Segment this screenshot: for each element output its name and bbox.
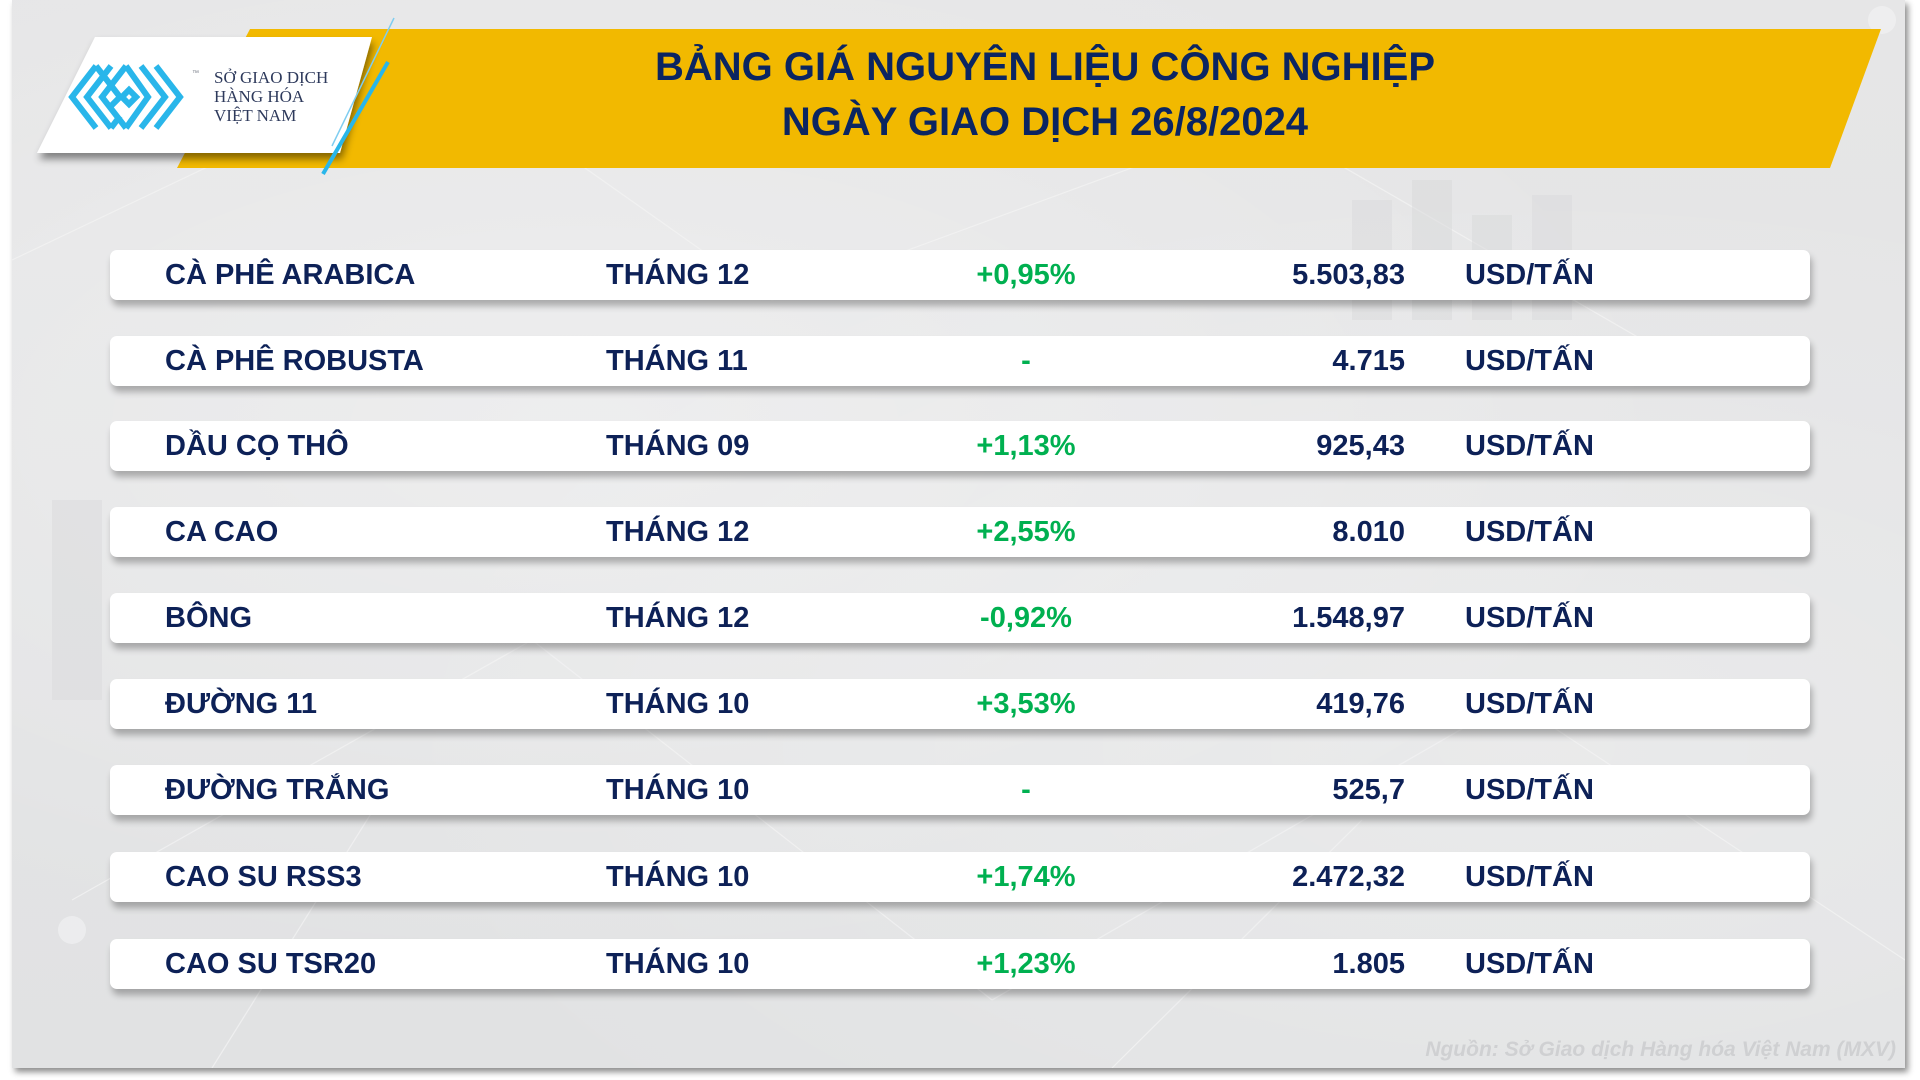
commodity-name: CAO SU TSR20 [165,948,377,980]
logo-line-1: SỞ GIAO DỊCH [214,68,329,87]
price-change: +3,53% [976,688,1076,720]
table-row: CAO SU TSR20 THÁNG 10 +1,23% 1.805 USD/T… [110,939,1810,989]
price-value: 4.715 [1332,345,1405,377]
price-value: 1.805 [1332,948,1405,980]
title-line-1: BẢNG GIÁ NGUYÊN LIỆU CÔNG NGHIỆP [654,45,1436,89]
commodity-name: ĐƯỜNG 11 [165,688,317,720]
price-unit: USD/TẤN [1465,861,1594,893]
table-row: CAO SU RSS3 THÁNG 10 +1,74% 2.472,32 USD… [110,852,1810,902]
contract-month: THÁNG 10 [606,774,750,806]
logo-line-2: HÀNG HÓA [214,87,305,106]
price-value: 525,7 [1332,774,1405,806]
contract-month: THÁNG 10 [606,688,750,720]
price-unit: USD/TẤN [1465,688,1594,720]
table-row: DẦU CỌ THÔ THÁNG 09 +1,13% 925,43 USD/TẤ… [110,421,1810,471]
price-unit: USD/TẤN [1465,516,1594,548]
table-row: CÀ PHÊ ROBUSTA THÁNG 11 - 4.715 USD/TẤN [110,336,1810,386]
price-unit: USD/TẤN [1465,430,1594,462]
price-change: +1,13% [976,430,1076,462]
price-unit: USD/TẤN [1465,774,1594,806]
contract-month: THÁNG 11 [606,345,748,377]
table-row: BÔNG THÁNG 12 -0,92% 1.548,97 USD/TẤN [110,593,1810,643]
table-row: CA CAO THÁNG 12 +2,55% 8.010 USD/TẤN [110,507,1810,557]
price-value: 1.548,97 [1292,602,1405,634]
price-change: - [1021,345,1031,377]
commodity-name: BÔNG [165,602,252,634]
commodity-name: CÀ PHÊ ROBUSTA [165,345,424,377]
commodity-name: DẦU CỌ THÔ [165,430,349,462]
price-change: +0,95% [976,259,1076,291]
contract-month: THÁNG 09 [606,430,750,462]
logo-line-3: VIỆT NAM [214,106,297,125]
price-unit: USD/TẤN [1465,345,1594,377]
price-change: - [1021,774,1031,806]
price-change: +2,55% [976,516,1076,548]
price-value: 419,76 [1316,688,1405,720]
commodity-name: CÀ PHÊ ARABICA [165,259,416,291]
contract-month: THÁNG 10 [606,861,750,893]
price-value: 5.503,83 [1292,259,1405,291]
contract-month: THÁNG 10 [606,948,750,980]
table-row: ĐƯỜNG 11 THÁNG 10 +3,53% 419,76 USD/TẤN [110,679,1810,729]
price-unit: USD/TẤN [1465,948,1594,980]
price-change: +1,23% [976,948,1076,980]
source-note: Nguồn: Sở Giao dịch Hàng hóa Việt Nam (M… [1425,1038,1896,1061]
logo-text: SỞ GIAO DỊCH HÀNG HÓA VIỆT NAM [214,68,328,125]
contract-month: THÁNG 12 [606,516,750,548]
price-value: 925,43 [1316,430,1405,462]
trademark-symbol: ™ [192,70,199,77]
price-change: -0,92% [980,602,1072,634]
commodity-name: ĐƯỜNG TRẮNG [165,774,390,806]
price-value: 2.472,32 [1292,861,1405,893]
contract-month: THÁNG 12 [606,259,750,291]
commodity-name: CA CAO [165,516,279,548]
price-value: 8.010 [1332,516,1405,548]
title-line-2: NGÀY GIAO DỊCH 26/8/2024 [781,100,1309,144]
table-row: ĐƯỜNG TRẮNG THÁNG 10 - 525,7 USD/TẤN [110,765,1810,815]
table-row: CÀ PHÊ ARABICA THÁNG 12 +0,95% 5.503,83 … [110,250,1810,300]
contract-month: THÁNG 12 [606,602,750,634]
price-change: +1,74% [976,861,1076,893]
page-title: BẢNG GIÁ NGUYÊN LIỆU CÔNG NGHIỆP NGÀY GI… [500,40,1590,150]
price-unit: USD/TẤN [1465,259,1594,291]
commodity-name: CAO SU RSS3 [165,861,362,893]
price-unit: USD/TẤN [1465,602,1594,634]
